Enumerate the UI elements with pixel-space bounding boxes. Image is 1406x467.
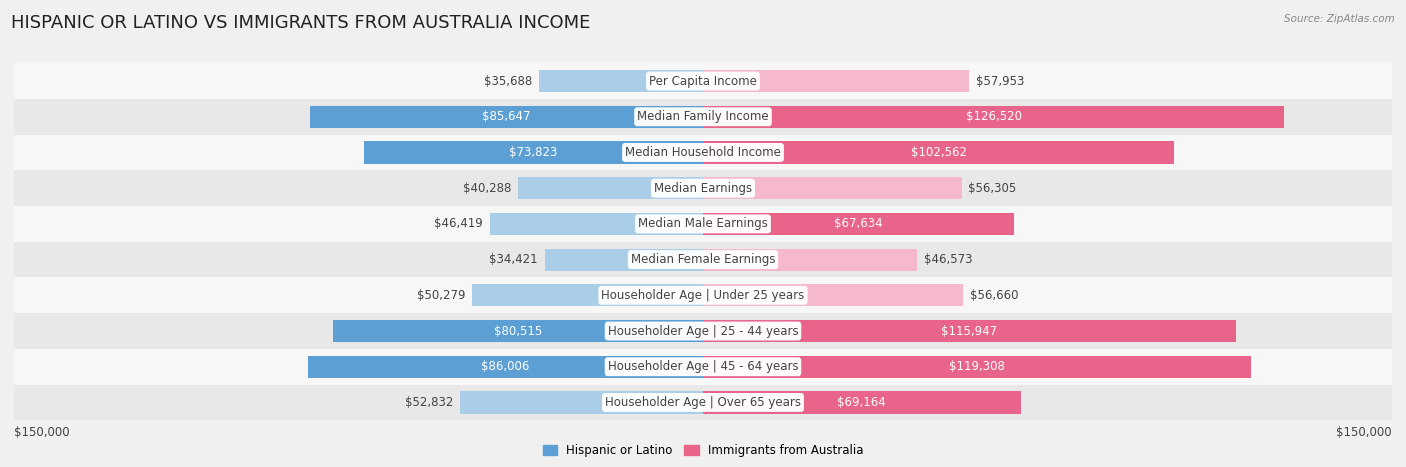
Text: $56,305: $56,305: [969, 182, 1017, 195]
Bar: [333, 320, 703, 342]
Text: $34,421: $34,421: [489, 253, 538, 266]
Text: Per Capita Income: Per Capita Income: [650, 75, 756, 87]
Bar: [703, 248, 917, 271]
Text: $150,000: $150,000: [1336, 426, 1392, 439]
Text: $46,419: $46,419: [434, 217, 482, 230]
Bar: [703, 320, 1236, 342]
Bar: [489, 213, 703, 235]
Bar: [703, 213, 1014, 235]
Text: $56,660: $56,660: [970, 289, 1018, 302]
Bar: [703, 177, 962, 199]
Text: $85,647: $85,647: [482, 110, 530, 123]
Bar: [14, 99, 1392, 134]
Bar: [14, 63, 1392, 99]
Bar: [14, 170, 1392, 206]
Text: Median Household Income: Median Household Income: [626, 146, 780, 159]
Text: $52,832: $52,832: [405, 396, 454, 409]
Bar: [703, 70, 969, 92]
Text: $40,288: $40,288: [463, 182, 510, 195]
Legend: Hispanic or Latino, Immigrants from Australia: Hispanic or Latino, Immigrants from Aust…: [538, 439, 868, 462]
Text: $119,308: $119,308: [949, 360, 1005, 373]
Text: $69,164: $69,164: [838, 396, 886, 409]
Text: Householder Age | 25 - 44 years: Householder Age | 25 - 44 years: [607, 325, 799, 338]
Bar: [517, 177, 703, 199]
Bar: [703, 142, 1174, 163]
Text: $150,000: $150,000: [14, 426, 70, 439]
Text: $35,688: $35,688: [484, 75, 533, 87]
Bar: [14, 349, 1392, 385]
Bar: [538, 70, 703, 92]
Text: $115,947: $115,947: [941, 325, 997, 338]
Text: $86,006: $86,006: [481, 360, 530, 373]
Text: Source: ZipAtlas.com: Source: ZipAtlas.com: [1284, 14, 1395, 24]
Text: $73,823: $73,823: [509, 146, 558, 159]
Text: Householder Age | 45 - 64 years: Householder Age | 45 - 64 years: [607, 360, 799, 373]
Bar: [14, 277, 1392, 313]
Bar: [14, 242, 1392, 277]
Text: Householder Age | Under 25 years: Householder Age | Under 25 years: [602, 289, 804, 302]
Text: Householder Age | Over 65 years: Householder Age | Over 65 years: [605, 396, 801, 409]
Bar: [14, 134, 1392, 170]
Text: Median Earnings: Median Earnings: [654, 182, 752, 195]
Text: Median Male Earnings: Median Male Earnings: [638, 217, 768, 230]
Text: $46,573: $46,573: [924, 253, 973, 266]
Bar: [472, 284, 703, 306]
Text: Median Family Income: Median Family Income: [637, 110, 769, 123]
Text: $80,515: $80,515: [494, 325, 543, 338]
Text: $57,953: $57,953: [976, 75, 1025, 87]
Bar: [14, 385, 1392, 420]
Bar: [364, 142, 703, 163]
Text: $126,520: $126,520: [966, 110, 1022, 123]
Bar: [309, 106, 703, 128]
Bar: [546, 248, 703, 271]
Bar: [703, 284, 963, 306]
Bar: [703, 391, 1021, 413]
Bar: [703, 356, 1251, 378]
Bar: [308, 356, 703, 378]
Text: $50,279: $50,279: [416, 289, 465, 302]
Bar: [703, 106, 1284, 128]
Text: $67,634: $67,634: [834, 217, 883, 230]
Text: $102,562: $102,562: [911, 146, 966, 159]
Bar: [14, 206, 1392, 242]
Bar: [460, 391, 703, 413]
Bar: [14, 313, 1392, 349]
Text: Median Female Earnings: Median Female Earnings: [631, 253, 775, 266]
Text: HISPANIC OR LATINO VS IMMIGRANTS FROM AUSTRALIA INCOME: HISPANIC OR LATINO VS IMMIGRANTS FROM AU…: [11, 14, 591, 32]
